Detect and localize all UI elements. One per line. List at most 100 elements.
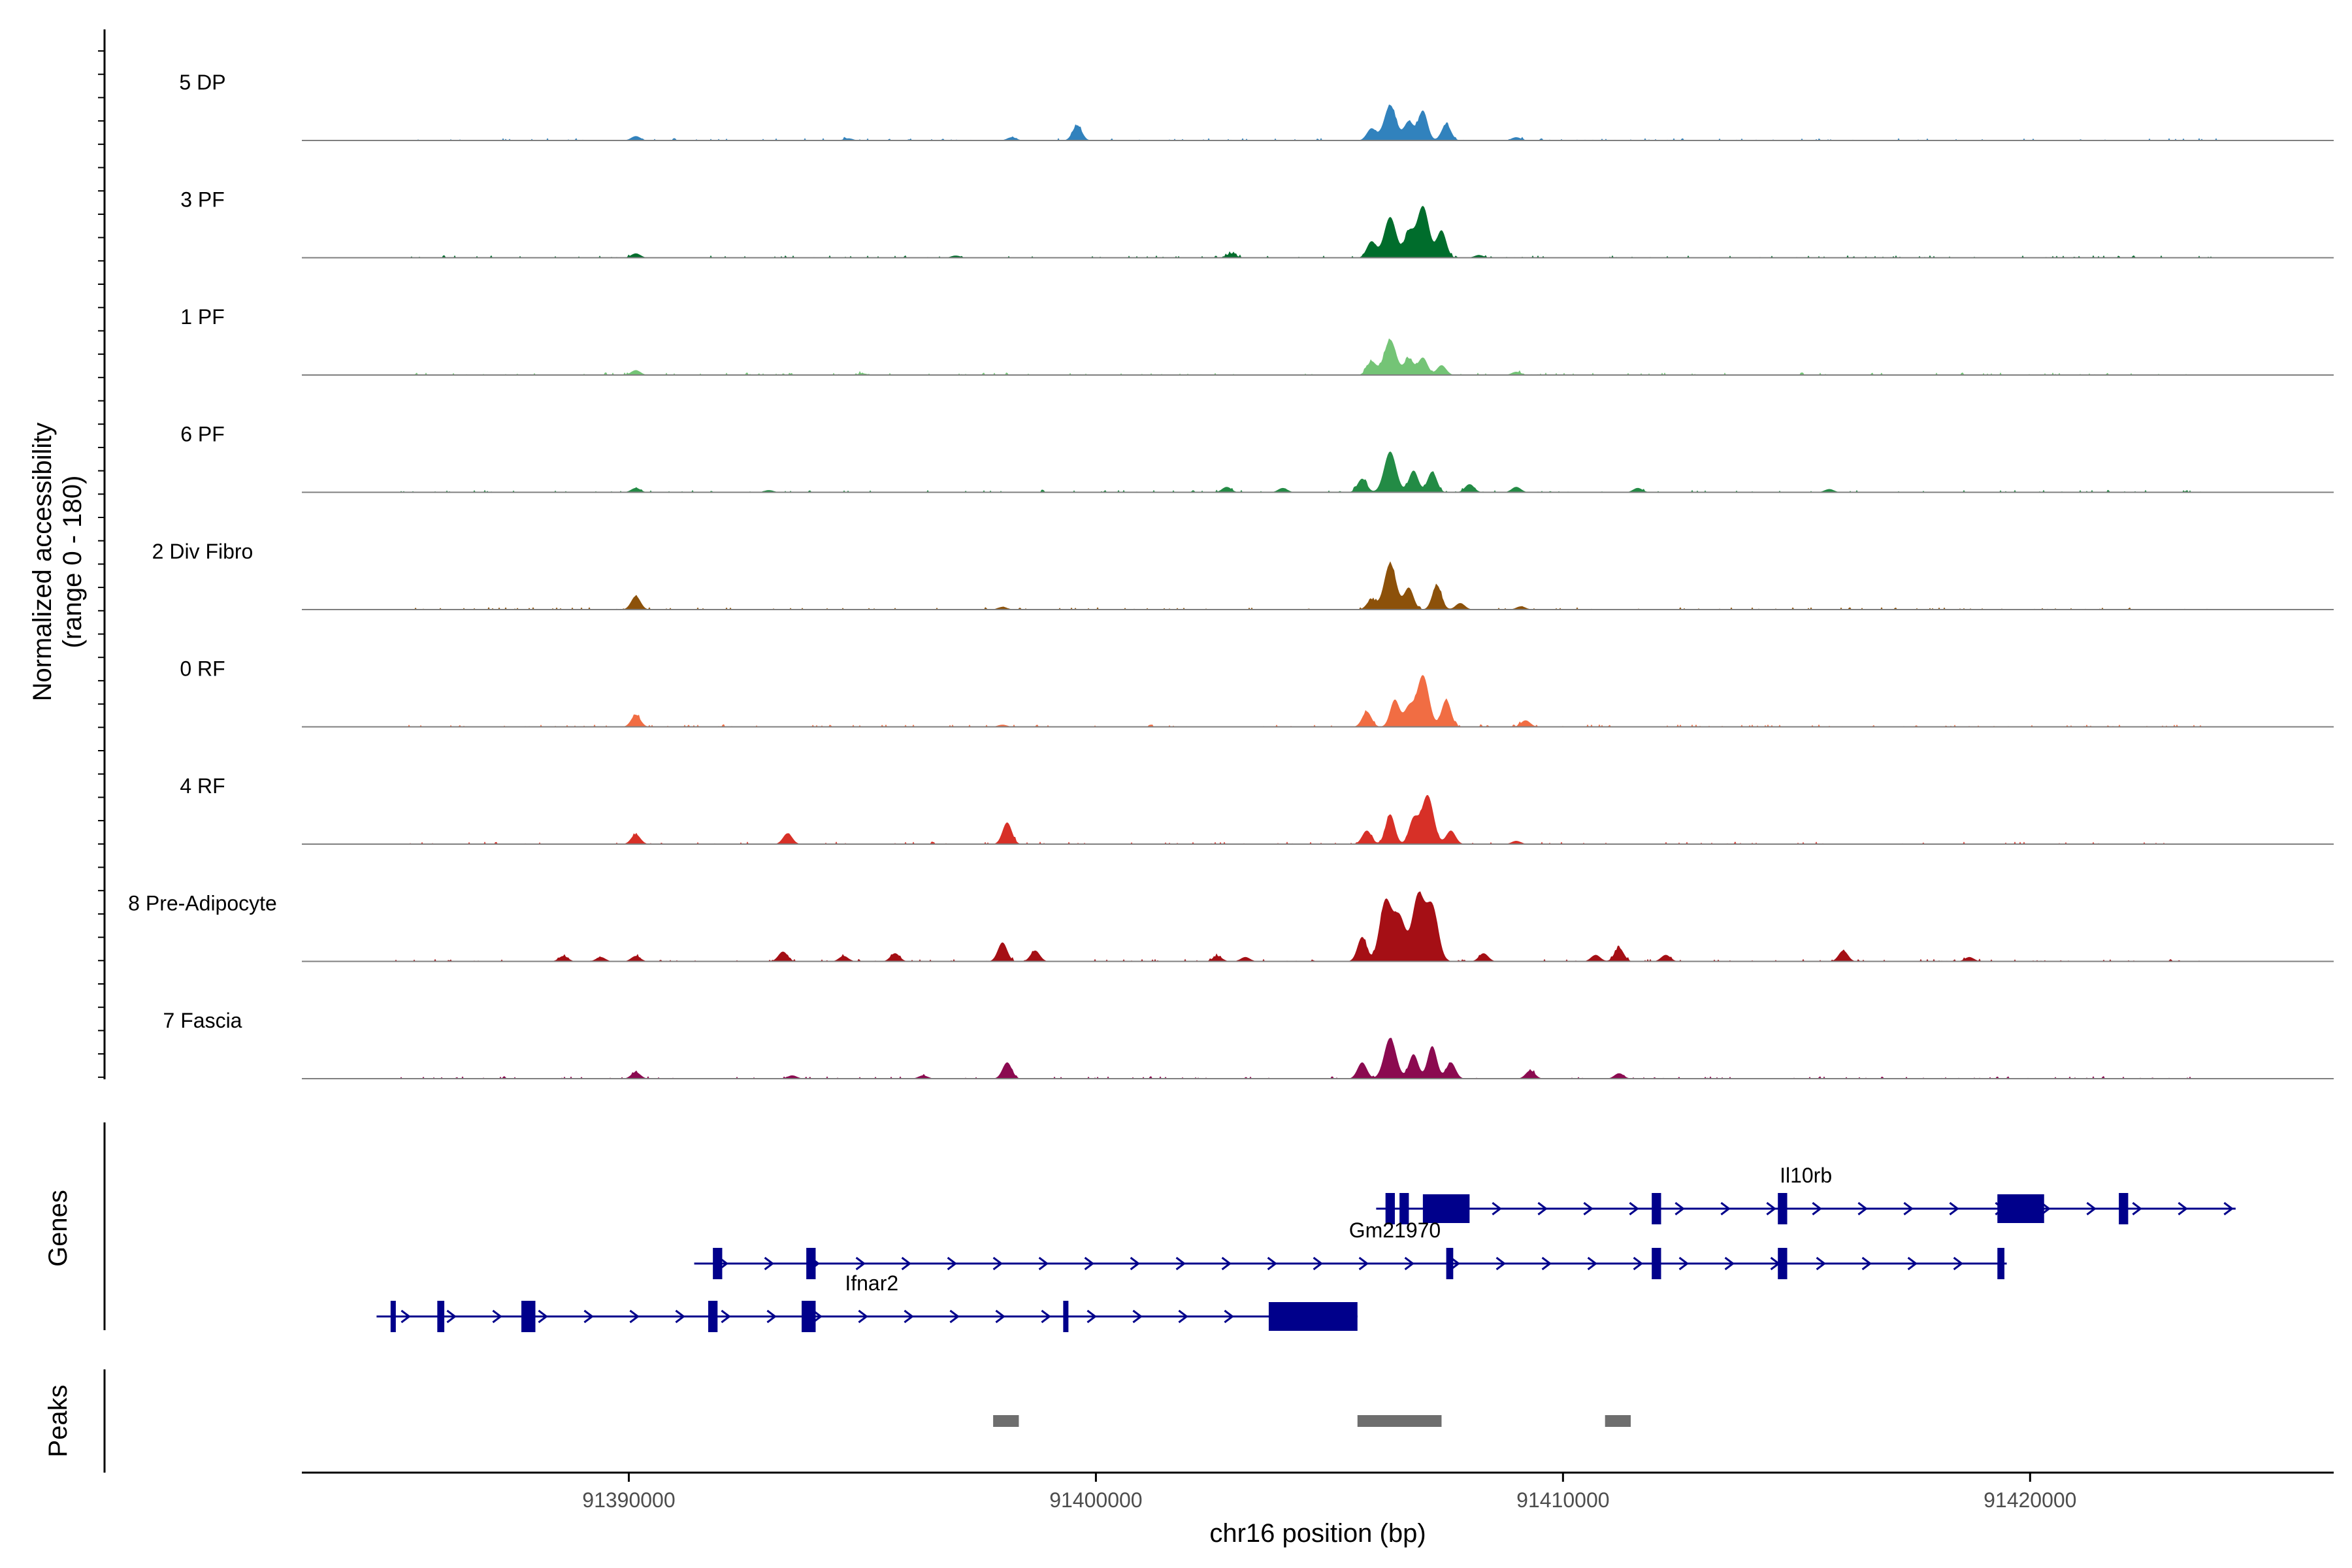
- strand-arrow-icon: [1724, 1256, 1735, 1271]
- track-label: 6 PF: [180, 423, 225, 446]
- strand-arrow-icon: [1587, 1256, 1598, 1271]
- strand-arrow-icon: [1132, 1309, 1143, 1324]
- strand-arrow-icon: [721, 1309, 731, 1324]
- strand-arrow-icon: [538, 1309, 548, 1324]
- gene-exon: [390, 1301, 396, 1332]
- strand-arrow-icon: [1903, 1201, 1914, 1216]
- strand-arrow-icon: [1541, 1256, 1552, 1271]
- y-axis-title: Normalized accessibility: [28, 423, 57, 702]
- strand-arrow-icon: [1583, 1201, 1593, 1216]
- x-tick-label: 91400000: [1049, 1488, 1142, 1512]
- strand-arrow-icon: [1130, 1256, 1141, 1271]
- track-3-pf: 3 PF: [180, 188, 2334, 259]
- gene-exon: [1997, 1248, 2004, 1279]
- gene-exon: [1778, 1248, 1788, 1279]
- gene-exon: [1652, 1248, 1661, 1279]
- genes-track-label: Genes: [44, 1190, 73, 1267]
- strand-arrow-icon: [992, 1256, 1004, 1271]
- strand-arrow-icon: [492, 1309, 502, 1324]
- track-label: 8 Pre-Adipocyte: [128, 892, 277, 915]
- strand-arrow-icon: [1267, 1256, 1278, 1271]
- gene-label: Ifnar2: [845, 1271, 898, 1295]
- gene-ifnar2: Ifnar2: [376, 1271, 1358, 1332]
- track-7-fascia: 7 Fascia: [163, 1009, 2334, 1079]
- strand-arrow-icon: [901, 1256, 912, 1271]
- strand-arrow-icon: [1221, 1256, 1232, 1271]
- strand-arrow-icon: [1084, 1256, 1095, 1271]
- gene-exon: [1063, 1301, 1069, 1332]
- strand-arrow-icon: [1313, 1256, 1324, 1271]
- gene-label: Il10rb: [1780, 1164, 1832, 1187]
- track-8-pre-adipocyte: 8 Pre-Adipocyte: [128, 891, 2334, 962]
- y-axis-range: (range 0 - 180): [58, 476, 87, 649]
- gene-exon: [713, 1248, 723, 1279]
- track-label: 5 DP: [179, 71, 225, 94]
- gene-il10rb: Il10rb: [1376, 1164, 2236, 1224]
- gene-exon: [2119, 1193, 2129, 1224]
- x-tick-label: 91410000: [1516, 1488, 1609, 1512]
- x-tick-label: 91420000: [1984, 1488, 2076, 1512]
- track-label: 3 PF: [180, 188, 225, 212]
- tracks-panel: 5 DP 3 PF 1 PF 6 PF 2 Div Fibro 0 RF 4 RF 8 Pre…: [128, 71, 2334, 1079]
- peaks-panel: Peaks: [44, 1369, 1631, 1473]
- track-label: 4 RF: [180, 774, 225, 798]
- strand-arrow-icon: [1633, 1256, 1644, 1271]
- track-label: 1 PF: [180, 305, 225, 329]
- peak-region: [993, 1415, 1019, 1427]
- strand-arrow-icon: [855, 1256, 866, 1271]
- strand-arrow-icon: [1537, 1201, 1548, 1216]
- gene-gm21970: Gm21970: [694, 1218, 2007, 1279]
- strand-arrow-icon: [1629, 1201, 1639, 1216]
- track-4-rf: 4 RF: [180, 774, 2334, 845]
- coverage-area: [302, 206, 2334, 258]
- strand-arrow-icon: [1086, 1309, 1097, 1324]
- coverage-area: [302, 675, 2334, 727]
- gene-exon: [806, 1248, 816, 1279]
- strand-arrow-icon: [1953, 1256, 1964, 1271]
- strand-arrow-icon: [947, 1256, 958, 1271]
- gene-exon: [1446, 1248, 1454, 1279]
- strand-arrow-icon: [1178, 1309, 1188, 1324]
- strand-arrow-icon: [1857, 1201, 1868, 1216]
- strand-arrow-icon: [1678, 1256, 1690, 1271]
- coverage-area: [302, 561, 2334, 610]
- gene-exon: [1997, 1194, 2044, 1223]
- strand-arrow-icon: [764, 1256, 775, 1271]
- strand-arrow-icon: [1720, 1201, 1731, 1216]
- track-2-div-fibro: 2 Div Fibro: [152, 540, 2334, 610]
- strand-arrow-icon: [1674, 1201, 1685, 1216]
- track-0-rf: 0 RF: [180, 657, 2334, 728]
- x-tick-label: 91390000: [582, 1488, 675, 1512]
- peak-region: [1605, 1415, 1631, 1427]
- track-label: 2 Div Fibro: [152, 540, 253, 563]
- strand-arrow-icon: [675, 1309, 685, 1324]
- gene-exon: [437, 1301, 445, 1332]
- x-axis: 91390000 91400000 91410000 91420000 chr16 po…: [302, 1471, 2334, 1548]
- gene-exon: [1385, 1193, 1395, 1224]
- strand-arrow-icon: [1495, 1256, 1507, 1271]
- strand-arrow-icon: [400, 1309, 411, 1324]
- gene-exon: [1268, 1302, 1358, 1331]
- strand-arrow-icon: [2086, 1201, 2097, 1216]
- track-6-pf: 6 PF: [180, 423, 2334, 493]
- strand-arrow-icon: [1812, 1201, 1822, 1216]
- strand-arrow-icon: [949, 1309, 960, 1324]
- strand-arrow-icon: [995, 1309, 1005, 1324]
- strand-arrow-icon: [1766, 1201, 1776, 1216]
- gene-exon: [1652, 1193, 1661, 1224]
- gene-label: Gm21970: [1349, 1218, 1441, 1242]
- peak-region: [1357, 1415, 1442, 1427]
- genes-panel: Genes Il10rb Gm21970 Ifnar2: [44, 1122, 2236, 1332]
- gene-exon: [521, 1301, 536, 1332]
- coverage-area: [302, 451, 2334, 493]
- y-axis: Normalized accessibility (range 0 - 180): [28, 29, 106, 1079]
- peaks-track-label: Peaks: [44, 1384, 73, 1457]
- strand-arrow-icon: [2132, 1201, 2142, 1216]
- strand-arrow-icon: [1224, 1309, 1234, 1324]
- strand-arrow-icon: [1041, 1309, 1051, 1324]
- strand-arrow-icon: [446, 1309, 457, 1324]
- gene-exon: [708, 1301, 718, 1332]
- track-label: 7 Fascia: [163, 1009, 242, 1032]
- coverage-area: [302, 338, 2334, 375]
